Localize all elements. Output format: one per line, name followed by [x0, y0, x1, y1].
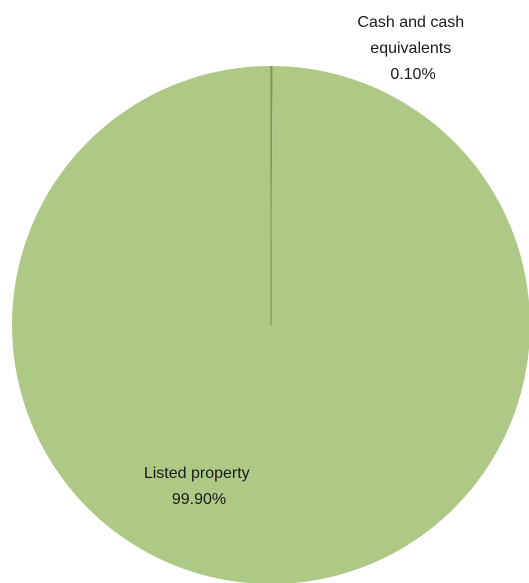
slice-label-listed-property: Listed property 99.90%	[144, 465, 254, 508]
slice-name-line: equivalents	[370, 40, 451, 57]
slice-name-line: Listed property	[144, 465, 250, 482]
slice-label-cash: Cash and cash equivalents 0.10%	[357, 14, 468, 83]
slice-value-label: 0.10%	[390, 66, 435, 83]
slice-name-line: Cash and cash	[357, 14, 464, 31]
slice-value-label: 99.90%	[172, 491, 226, 508]
pie-slices	[12, 66, 529, 583]
